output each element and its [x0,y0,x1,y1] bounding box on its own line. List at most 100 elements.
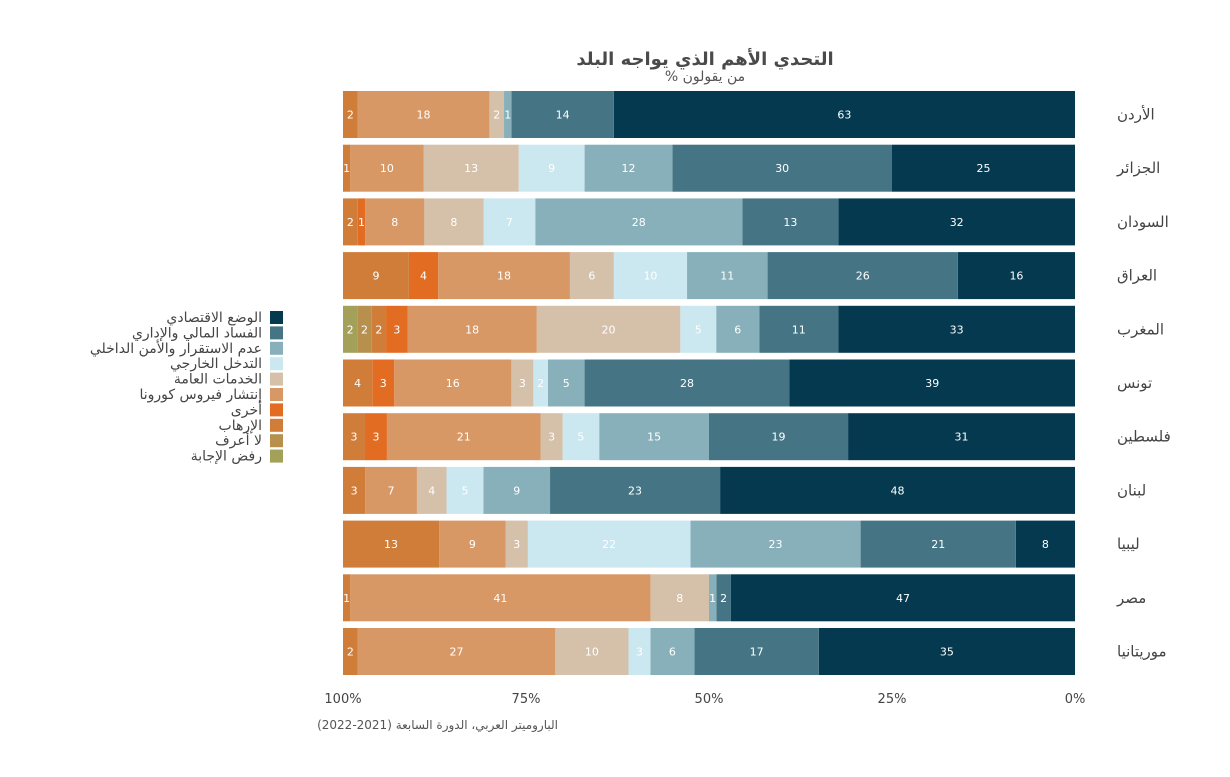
bar-segment [848,413,1075,461]
data-label: 2 [720,592,727,605]
data-label: 3 [350,431,357,444]
bar-segment [424,198,484,246]
data-label: 19 [772,431,786,444]
bar-segment [789,359,1075,407]
data-label: 33 [950,323,964,336]
bars-group: 6314121822530129131013213287881216261110… [343,91,1075,675]
legend-label: الفساد المالي والإداري [132,325,262,341]
bar-segment [957,252,1075,300]
data-label: 4 [420,270,427,283]
data-label: 1 [709,592,716,605]
legend-swatch [270,434,283,448]
data-label: 10 [380,162,394,175]
x-tick-label: 0% [1065,692,1086,707]
bar-segment [408,252,439,300]
data-label: 20 [602,323,616,336]
source-note: الباروميتر العربي، الدورة السابعة (2021-… [317,718,558,733]
bar-segment [350,144,424,192]
bar-segment [860,520,1016,568]
bar-segment [535,198,743,246]
data-label: 1 [358,216,365,229]
data-label: 47 [896,592,910,605]
data-label: 22 [602,538,616,551]
data-label: 16 [446,377,460,390]
data-label: 11 [720,270,734,283]
bar-segment [687,252,768,300]
legend-label: إنتشار فيروس كورونا [140,387,263,403]
data-label: 21 [931,538,945,551]
data-label: 6 [669,646,676,659]
data-label: 13 [464,162,478,175]
bar-segment [423,144,519,192]
data-label: 18 [465,323,479,336]
bar-segment [350,574,651,622]
data-label: 6 [734,323,741,336]
category-label: موريتانيا [1117,643,1167,661]
data-label: 8 [1042,538,1049,551]
data-label: 2 [347,323,354,336]
legend-swatch [270,388,283,401]
data-label: 63 [837,109,851,122]
category-label: الأردن [1117,105,1155,124]
category-label: لبنان [1117,481,1146,499]
bar-segment [599,413,709,461]
legend-swatch [270,341,283,355]
data-label: 28 [632,216,646,229]
bar-segment [547,359,585,407]
bar-segment [489,91,505,138]
data-label: 5 [577,431,584,444]
x-tick-label: 75% [512,692,541,707]
chart-subtitle: % من يقولون [665,69,745,85]
bar-segment [343,144,351,192]
data-label: 14 [556,109,570,122]
data-label: 18 [497,270,511,283]
bar-segment [838,198,1075,246]
bar-segment [742,198,839,246]
legend-label: الإرهاب [219,418,262,434]
category-label: الجزائر [1116,159,1160,177]
bar-segment [613,91,1075,138]
bar-segment [838,305,1075,353]
bar-segment [709,413,849,461]
bar-segment [613,252,688,300]
data-label: 3 [380,377,387,390]
bar-segment [680,305,717,353]
data-label: 13 [384,538,398,551]
data-label: 9 [548,162,555,175]
category-label: العراق [1117,267,1157,285]
data-label: 8 [676,592,683,605]
bar-segment [483,466,551,514]
bar-segment [386,413,541,461]
data-label: 15 [647,431,661,444]
bar-segment [365,198,425,246]
bar-segment [357,305,372,353]
chart-title: التحدي الأهم الذي يواجه البلد [576,48,833,70]
legend-swatch [270,326,283,340]
legend-swatch [270,418,283,432]
data-label: 8 [450,216,457,229]
data-label: 35 [940,646,954,659]
legend-label: رفض الإجابة [191,449,262,465]
bar-segment [386,305,408,353]
data-label: 31 [955,431,969,444]
data-label: 4 [354,377,361,390]
data-label: 23 [628,484,642,497]
data-label: 9 [513,484,520,497]
data-label: 9 [372,270,379,283]
category-label: تونس [1117,374,1152,392]
bar-segment [357,628,556,675]
data-label: 11 [792,323,806,336]
x-tick-label: 25% [878,692,907,707]
bar-segment [709,574,717,622]
data-label: 5 [695,323,702,336]
category-label: السودان [1117,213,1169,231]
bar-segment [730,574,1075,622]
bar-segment [533,359,548,407]
bar-segment [550,466,721,514]
legend-swatch [270,311,283,324]
bar-segment [504,91,512,138]
bar-segment [511,359,534,407]
data-label: 8 [391,216,398,229]
data-label: 2 [361,323,368,336]
